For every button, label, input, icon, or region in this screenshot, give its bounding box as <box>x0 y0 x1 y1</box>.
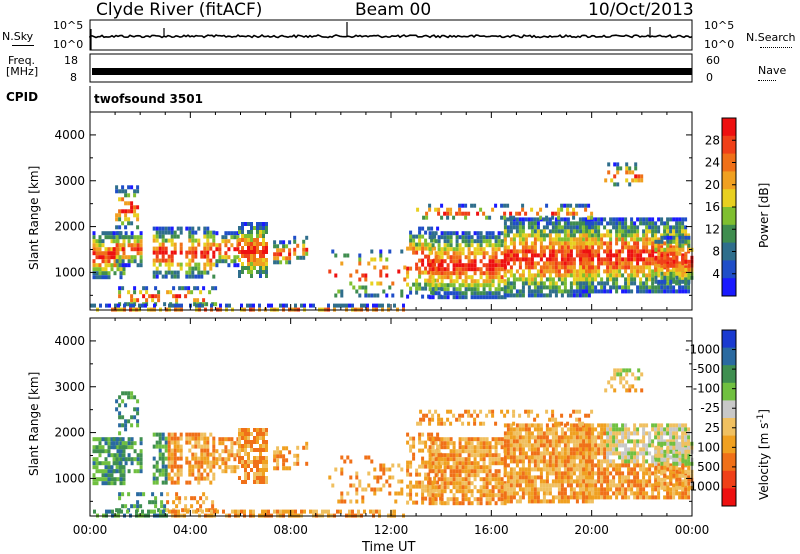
velocity-heatmap <box>92 368 694 518</box>
nsky-panel <box>89 19 693 51</box>
velocity-colorbar: 1000 500 100 25 -25 -100 -500 -1000 <box>685 329 737 507</box>
nsky-label: N.Sky <box>2 30 34 43</box>
beam-title: Beam 00 <box>355 0 432 20</box>
power-colorbar-tick: 4 <box>712 267 720 281</box>
power-x-ticks <box>89 112 693 310</box>
power-colorbar-tick: 28 <box>705 133 720 147</box>
power-colorbar-label: Power [dB] <box>757 183 771 248</box>
nsky-top-tick: 10^5 <box>53 19 84 32</box>
power-colorbar-tick: 20 <box>705 178 720 192</box>
x-tick-label: 20:00 <box>574 523 609 537</box>
power-colorbar-tick: 12 <box>705 222 720 236</box>
velocity-ytick-label: 4000 <box>54 334 85 348</box>
x-tick-label: 08:00 <box>273 523 308 537</box>
velocity-colorbar-label: Velocity [m s-1] <box>756 409 771 500</box>
power-ytick-label: 2000 <box>54 220 85 234</box>
velocity-ytick-label: 2000 <box>54 426 85 440</box>
x-tick-label: 12:00 <box>374 523 409 537</box>
power-y-axis: 1000 2000 3000 4000 <box>54 111 692 296</box>
power-colorbar-tick: 16 <box>705 200 720 214</box>
power-ytick-label: 4000 <box>54 128 85 142</box>
velocity-ylabel: Slant Range [km] <box>27 372 41 476</box>
nsearch-top-tick: 10^5 <box>704 19 735 32</box>
power-panel: 1000 2000 3000 4000 <box>54 111 694 312</box>
freq-panel <box>89 53 693 83</box>
velocity-colorbar-tick: -500 <box>693 362 720 376</box>
cpid-value: twofsound 3501 <box>94 92 203 106</box>
velocity-colorbar-tick: 500 <box>697 460 720 474</box>
velocity-panel: 1000 2000 3000 4000 00:00 04:00 08:00 12:00 16:… <box>54 317 710 537</box>
velocity-y-axis: 1000 2000 3000 4000 <box>54 317 692 502</box>
velocity-ytick-label: 1000 <box>54 471 85 485</box>
power-colorbar: 4 8 12 16 20 24 28 <box>705 117 737 297</box>
nave-top-tick: 60 <box>706 54 720 67</box>
freq-label-line1: Freq. <box>8 54 36 67</box>
freq-bottom-tick: 8 <box>70 71 77 84</box>
velocity-colorbar-tick: -100 <box>693 382 720 396</box>
nave-bottom-tick: 0 <box>706 71 713 84</box>
velocity-ytick-label: 3000 <box>54 380 85 394</box>
x-tick-label: 04:00 <box>173 523 208 537</box>
power-ytick-label: 1000 <box>54 265 85 279</box>
velocity-colorbar-tick: 25 <box>705 421 720 435</box>
power-colorbar-tick: 24 <box>705 156 720 170</box>
power-heatmap <box>90 162 694 312</box>
freq-label-line2: [MHz] <box>6 65 39 78</box>
velocity-colorbar-tick: 100 <box>697 440 720 454</box>
nave-legend-line <box>758 80 776 81</box>
power-ylabel: Slant Range [km] <box>27 166 41 270</box>
freq-top-tick: 18 <box>64 54 78 67</box>
nave-label: Nave <box>758 64 787 77</box>
power-ytick-label: 3000 <box>54 174 85 188</box>
nsearch-legend-line <box>760 47 792 48</box>
velocity-colorbar-tick: 1000 <box>689 479 720 493</box>
nsearch-bottom-tick: 10^0 <box>704 38 735 51</box>
velocity-colorbar-tick: -1000 <box>685 343 720 357</box>
cpid-label: CPID <box>6 90 39 104</box>
freq-trace <box>92 68 692 75</box>
nsky-trace <box>89 22 693 50</box>
nsearch-label: N.Search <box>746 31 796 44</box>
nsky-bottom-tick: 10^0 <box>53 38 84 51</box>
nsky-legend-line <box>12 45 34 46</box>
velocity-colorbar-tick: -25 <box>700 401 720 415</box>
velocity-x-axis: 00:00 04:00 08:00 12:00 16:00 20:00 00:00 <box>73 318 710 537</box>
power-colorbar-tick: 8 <box>712 245 720 259</box>
x-tick-label: 00:00 <box>675 523 710 537</box>
x-axis-label: Time UT <box>361 540 415 554</box>
station-title: Clyde River (fitACF) <box>96 0 263 20</box>
x-tick-label: 00:00 <box>73 523 108 537</box>
x-tick-label: 16:00 <box>474 523 509 537</box>
date-title: 10/Oct/2013 <box>588 0 694 20</box>
